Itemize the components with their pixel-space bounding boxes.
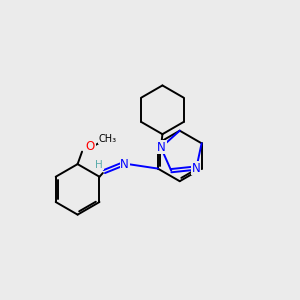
Text: N: N (120, 158, 129, 171)
Text: N: N (192, 161, 200, 175)
Text: H: H (95, 160, 103, 170)
Text: CH₃: CH₃ (98, 134, 116, 144)
Text: N: N (157, 141, 166, 154)
Text: O: O (86, 140, 95, 153)
